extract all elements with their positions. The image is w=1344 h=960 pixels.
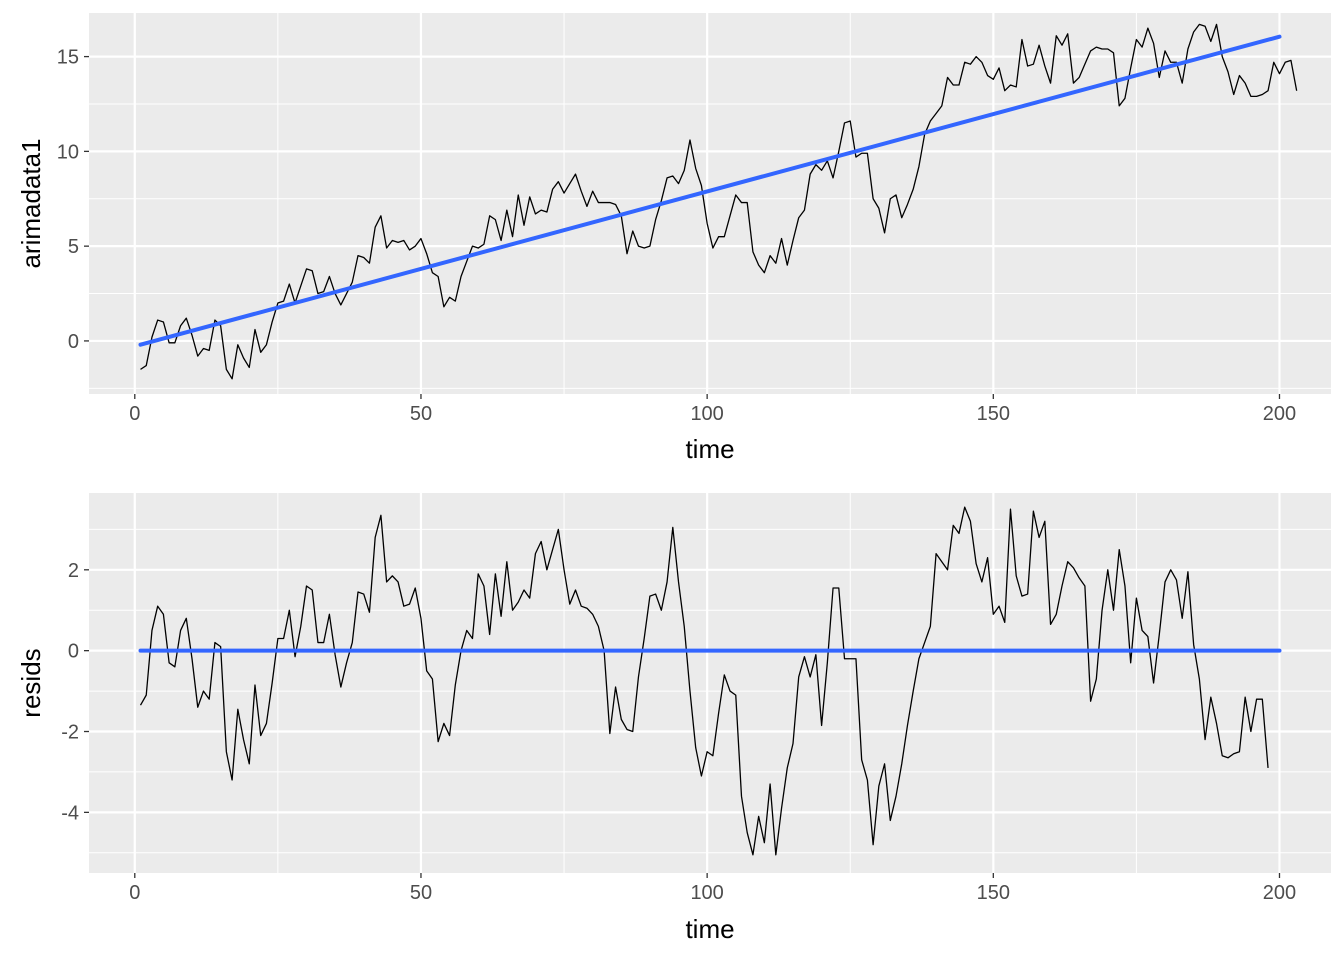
top-x-tick-label: 50 (410, 403, 432, 425)
top-x-tick-label: 100 (690, 403, 723, 425)
bottom-y-ticks: -4 -2 0 2 (61, 560, 89, 824)
top-x-tick-label: 200 (1263, 403, 1296, 425)
bottom-x-tick-label: 0 (129, 882, 140, 904)
bottom-x-tick-label: 100 (690, 882, 723, 904)
top-x-ticks: 0 50 100 150 200 (129, 394, 1296, 425)
top-x-tick-label: 0 (129, 403, 140, 425)
top-chart-panel: 0 50 100 150 200 0 5 10 15 time arimadata1 (16, 13, 1331, 464)
bottom-x-ticks: 0 50 100 150 200 (129, 873, 1296, 904)
bottom-y-axis-title: resids (16, 648, 46, 717)
bottom-y-tick-label: 0 (68, 641, 79, 663)
bottom-data-series-line (139, 506, 1269, 856)
top-plot-background (89, 13, 1331, 394)
bottom-data-layer (138, 506, 1282, 856)
top-major-gridlines (89, 13, 1331, 394)
top-y-tick-label: 0 (68, 331, 79, 353)
top-fit-line (138, 34, 1282, 347)
top-x-axis-title: time (685, 434, 734, 464)
bottom-chart-panel: 0 50 100 150 200 -4 -2 0 2 time resids (16, 493, 1331, 944)
top-minor-gridlines (89, 13, 1331, 394)
top-x-tick-label: 150 (977, 403, 1010, 425)
top-data-layer (138, 23, 1298, 380)
bottom-x-axis-title: time (685, 914, 734, 944)
top-y-axis-title: arimadata1 (16, 138, 46, 268)
bottom-y-tick-label: -2 (61, 722, 79, 744)
top-y-tick-label: 10 (57, 141, 79, 163)
bottom-minor-gridlines (89, 493, 1331, 873)
top-y-tick-label: 15 (57, 47, 79, 69)
bottom-y-tick-label: -4 (61, 802, 79, 824)
bottom-x-tick-label: 50 (410, 882, 432, 904)
top-data-series-line (140, 23, 1298, 380)
bottom-y-tick-label: 2 (68, 560, 79, 582)
bottom-x-tick-label: 150 (977, 882, 1010, 904)
bottom-x-tick-label: 200 (1263, 882, 1296, 904)
top-y-ticks: 0 5 10 15 (57, 47, 89, 353)
bottom-plot-background (89, 493, 1331, 873)
top-y-tick-label: 5 (68, 236, 79, 258)
